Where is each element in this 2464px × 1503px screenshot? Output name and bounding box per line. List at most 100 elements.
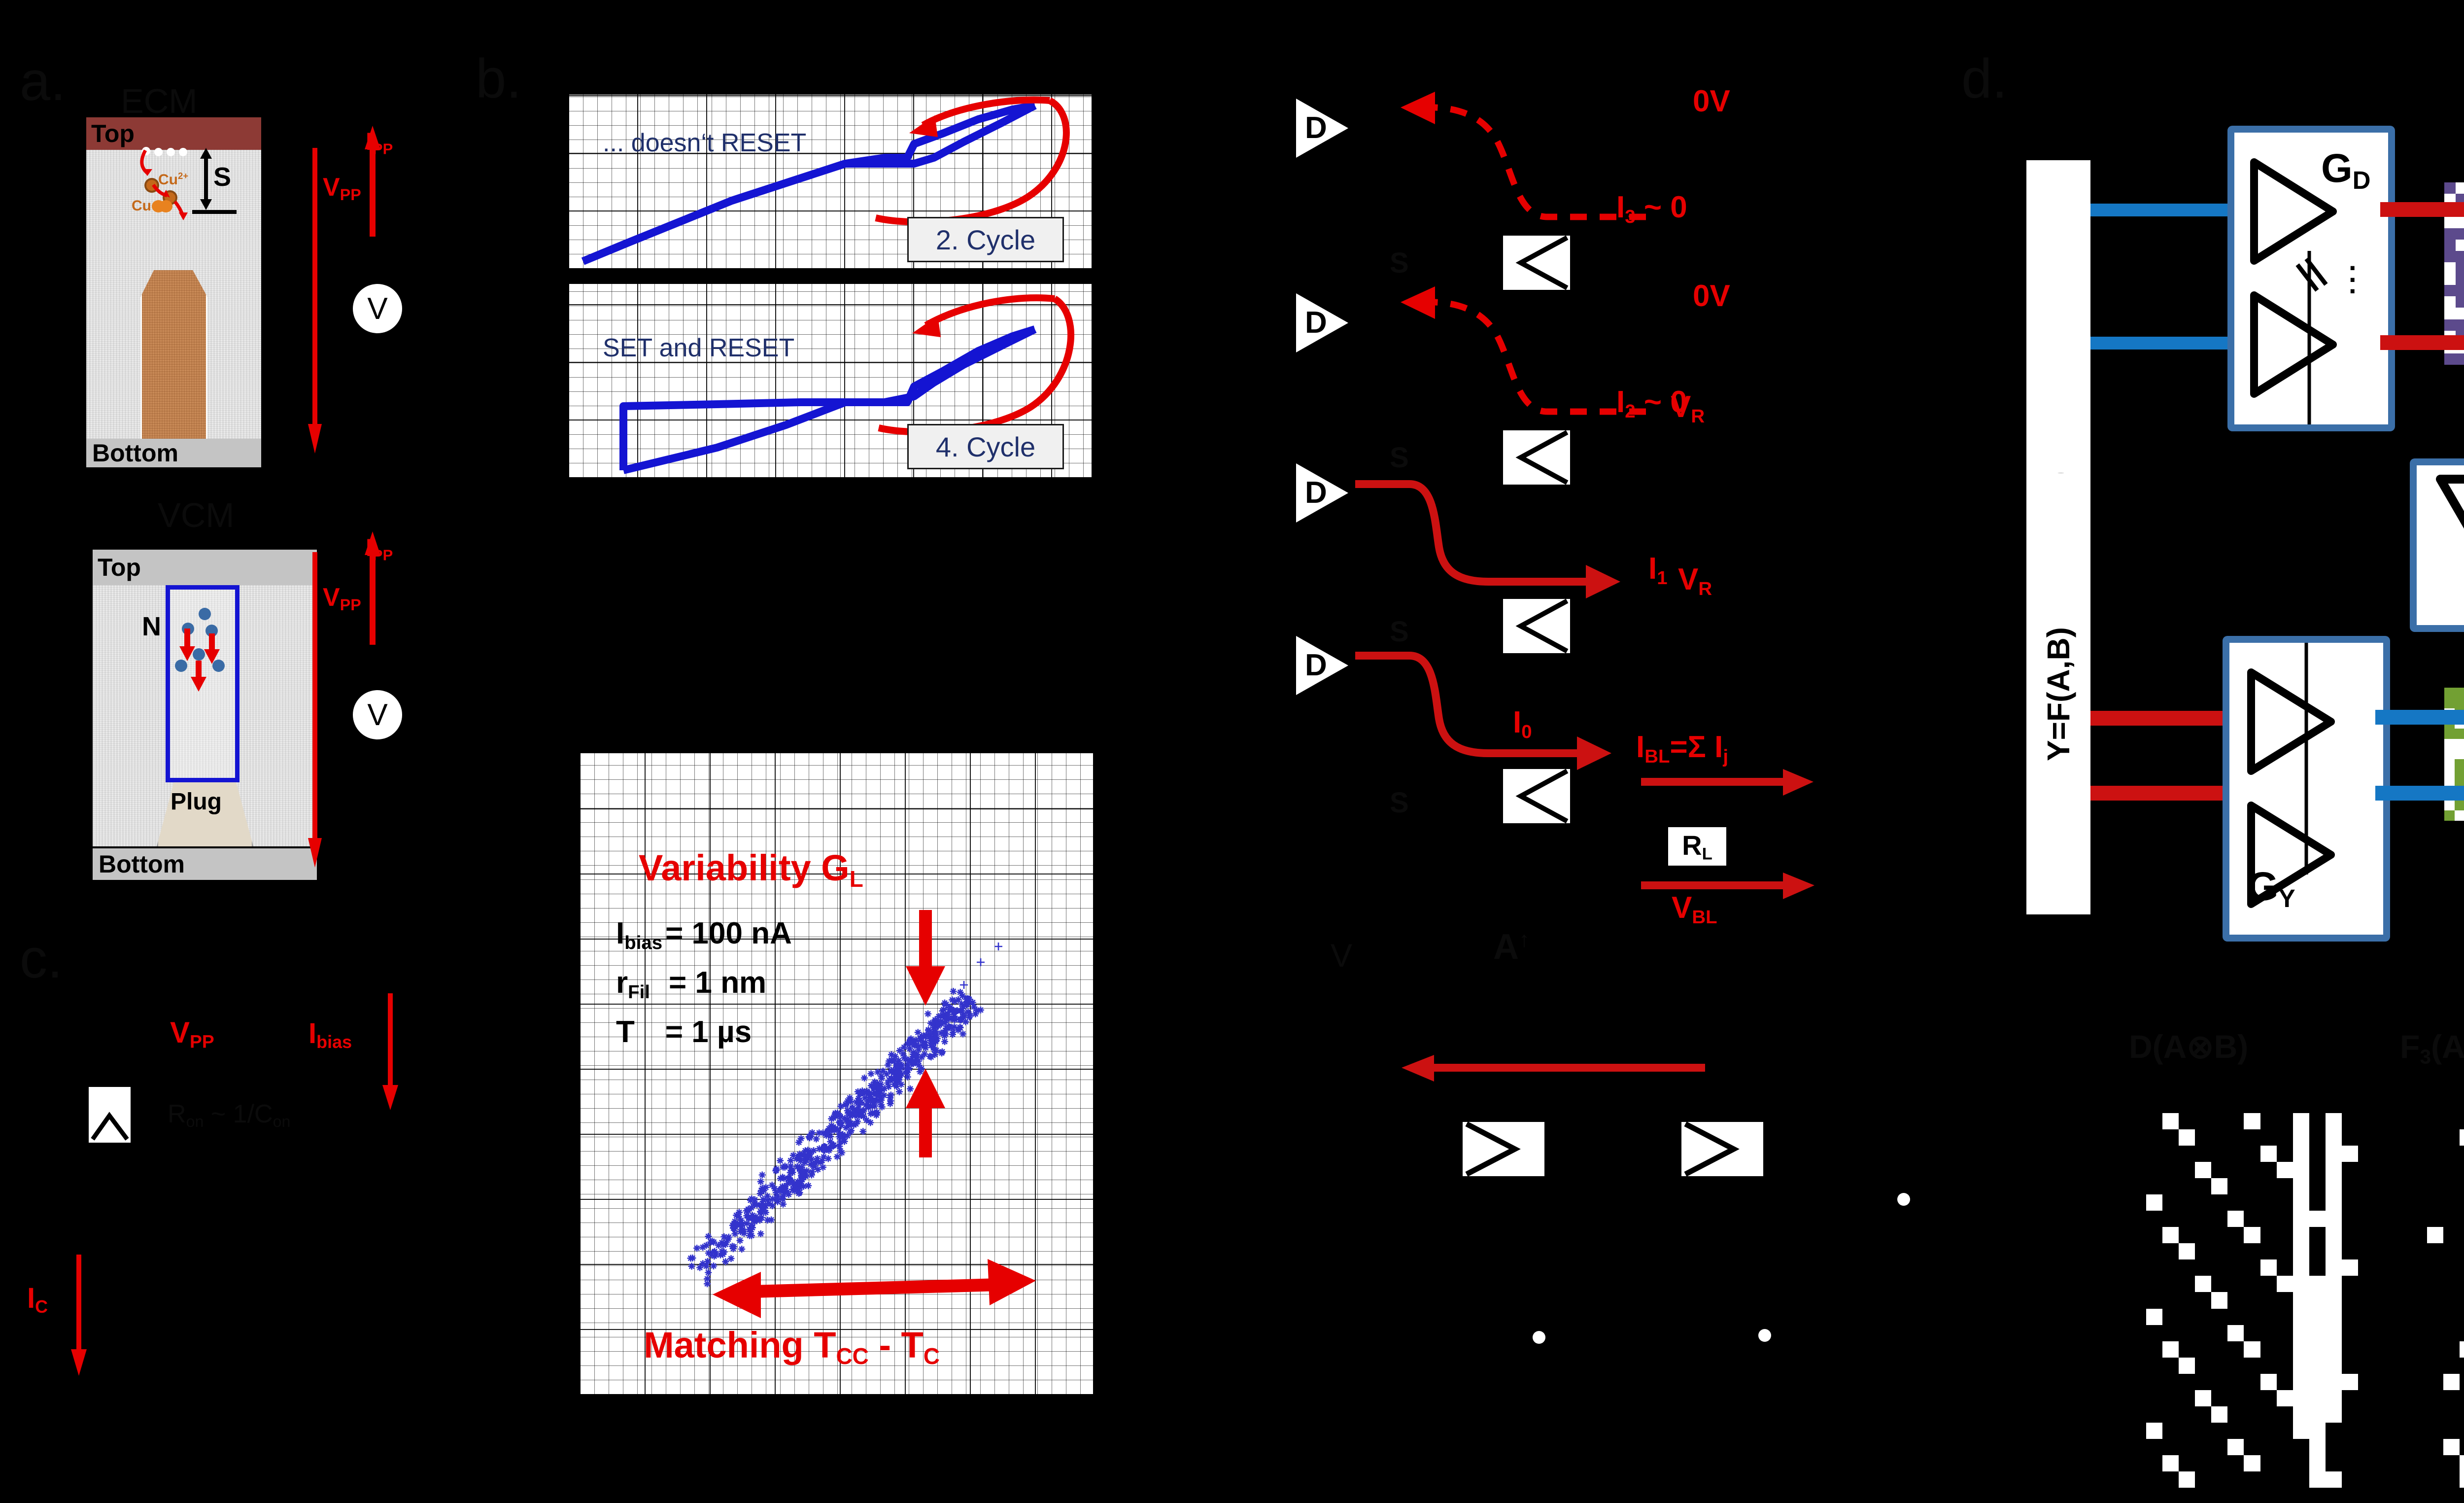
bitmap-cell bbox=[2427, 1308, 2443, 1325]
circuit-ic-label: IC bbox=[27, 1282, 48, 1317]
matching-arrow bbox=[713, 1259, 1036, 1318]
row2-dashed-current-path bbox=[1401, 286, 1646, 415]
ecm-bottom-electrode: Bottom bbox=[86, 439, 261, 467]
cu-atom bbox=[159, 200, 172, 212]
bitmap-cell bbox=[2244, 1243, 2260, 1260]
bitmap-cell bbox=[2260, 1422, 2277, 1439]
bitmap-cell bbox=[2211, 1113, 2228, 1130]
bitmap-cell bbox=[2293, 1341, 2309, 1358]
bitmap-cell bbox=[2195, 1243, 2212, 1260]
bitmap-cell bbox=[2244, 1438, 2260, 1455]
memristor-cell bbox=[2455, 285, 2464, 297]
bitmap-cell bbox=[2162, 1325, 2179, 1341]
load-resistor-box: RL bbox=[1668, 827, 1726, 866]
bitmap-cell bbox=[2162, 1455, 2179, 1471]
bitmap-cell bbox=[2179, 1471, 2195, 1488]
variability-arrow-up bbox=[906, 1069, 945, 1157]
memristor-cell bbox=[2455, 250, 2464, 262]
bitmap-cell bbox=[2325, 1178, 2342, 1195]
bitmap-cell bbox=[2459, 1129, 2464, 1146]
memristor-cell bbox=[2455, 239, 2464, 251]
panel-label-c: c. bbox=[20, 928, 63, 989]
bitmap-cell bbox=[2276, 1113, 2293, 1130]
selector-symbol bbox=[89, 1087, 131, 1143]
bitmap-cell bbox=[2244, 1146, 2260, 1162]
memristor-cell bbox=[2454, 810, 2464, 821]
bitmap-cell bbox=[2276, 1357, 2293, 1374]
variability-title: Variability GL bbox=[639, 847, 863, 892]
bitmap-cell bbox=[2211, 1243, 2228, 1260]
row0-solid-current-path bbox=[1355, 652, 1611, 770]
memristor-cell bbox=[2454, 800, 2464, 811]
bitmap-cell bbox=[2325, 1455, 2342, 1471]
bitmap-cell bbox=[2244, 1406, 2260, 1423]
wordline-blue-gy-bottom bbox=[2375, 786, 2464, 801]
variability-arrow-down bbox=[906, 910, 945, 1006]
bitmap-cell bbox=[2195, 1194, 2212, 1211]
bitmap-cell bbox=[2227, 1438, 2244, 1455]
bitmap-cell bbox=[2427, 1259, 2443, 1276]
bitmap-cell bbox=[2179, 1194, 2195, 1211]
bitmap-cell bbox=[2244, 1276, 2260, 1293]
bitmap-cell bbox=[2195, 1373, 2212, 1390]
circuit-ic-arrow bbox=[71, 1255, 87, 1376]
bitmap-cell bbox=[2227, 1178, 2244, 1195]
bitmap-cell bbox=[2195, 1308, 2212, 1325]
bitmap-cell bbox=[2179, 1113, 2195, 1130]
bitmap-cell bbox=[2276, 1259, 2293, 1276]
ecm-top-electrode: Top bbox=[86, 117, 261, 150]
memristor-cell bbox=[2444, 285, 2456, 297]
vcm-voltmeter: V bbox=[353, 690, 402, 739]
bitmap-cell bbox=[2276, 1455, 2293, 1471]
bitmap-cell bbox=[2293, 1373, 2309, 1390]
bitmap-cell bbox=[2244, 1113, 2260, 1130]
bitmap-cell bbox=[2211, 1455, 2228, 1471]
gy-label: GY bbox=[2247, 864, 2295, 913]
bitmap-cell bbox=[2459, 1390, 2464, 1406]
iv-trace-cycle2 bbox=[581, 96, 1070, 265]
svg-text:D: D bbox=[1305, 306, 1327, 340]
bitmap-cell bbox=[2211, 1211, 2228, 1227]
vcm-vpp-label: VPP bbox=[323, 583, 361, 614]
memristor-cell bbox=[2455, 182, 2464, 194]
bitmap-cell bbox=[2443, 1308, 2460, 1325]
bitmap-cell bbox=[2195, 1276, 2212, 1293]
memristor-cell bbox=[2444, 769, 2455, 780]
bitmap-cell bbox=[2146, 1471, 2163, 1488]
bitmap-cell bbox=[2293, 1194, 2309, 1211]
bitmap-cell bbox=[2427, 1471, 2443, 1488]
memristor-cell bbox=[2444, 738, 2455, 749]
bitmap-cell bbox=[2459, 1276, 2464, 1293]
bitmap-cell bbox=[2427, 1211, 2443, 1227]
memristor-cell bbox=[2454, 749, 2464, 760]
bitmap-cell bbox=[2293, 1308, 2309, 1325]
bitmap-cell bbox=[2325, 1227, 2342, 1244]
memristor-cell bbox=[2444, 729, 2455, 739]
memristor-cell bbox=[2444, 308, 2456, 319]
oxygen-vacancy bbox=[193, 648, 205, 661]
bitmap-cell bbox=[2293, 1227, 2309, 1244]
bitmap-cell bbox=[2260, 1227, 2277, 1244]
bitmap-cell bbox=[2459, 1438, 2464, 1455]
bitmap-cell bbox=[2309, 1422, 2326, 1439]
bitmap-cell bbox=[2195, 1357, 2212, 1374]
bitmap-cell bbox=[2260, 1178, 2277, 1195]
bitmap-cell bbox=[2146, 1438, 2163, 1455]
bitmap-cell bbox=[2293, 1211, 2309, 1227]
bitmap-cell bbox=[2309, 1259, 2326, 1276]
bitmap-cell bbox=[2227, 1406, 2244, 1423]
ron-relation-note: Ron ~ 1/Con bbox=[168, 1100, 291, 1131]
vbl-label: VBL bbox=[1672, 891, 1717, 928]
bitmap-cell bbox=[2427, 1325, 2443, 1341]
interface-ion bbox=[179, 148, 187, 156]
bitmap-cell bbox=[2211, 1422, 2228, 1439]
bitmap-cell bbox=[2276, 1276, 2293, 1293]
memristor-cell bbox=[2444, 250, 2456, 262]
bitmap-cell bbox=[2443, 1406, 2460, 1423]
bitmap-cell bbox=[2244, 1325, 2260, 1341]
ecm-vpp-arrow bbox=[308, 148, 322, 454]
driver-triangle-row1: D bbox=[1296, 463, 1350, 525]
bitmap-cell bbox=[2195, 1259, 2212, 1276]
bitmap-cell bbox=[2309, 1178, 2326, 1195]
bitmap-cell bbox=[2293, 1276, 2309, 1293]
